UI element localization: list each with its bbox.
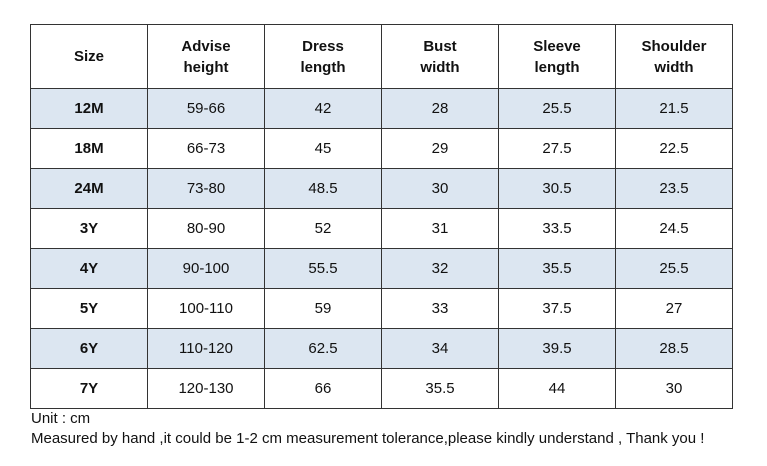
value-cell: 23.5: [615, 168, 733, 209]
size-cell: 18M: [30, 128, 148, 169]
value-cell: 33: [381, 288, 499, 329]
value-cell: 33.5: [498, 208, 616, 249]
value-cell: 48.5: [264, 168, 382, 209]
value-cell: 32: [381, 248, 499, 289]
size-cell: 24M: [30, 168, 148, 209]
value-cell: 28.5: [615, 328, 733, 369]
value-cell: 80-90: [147, 208, 265, 249]
header-text: width: [420, 58, 460, 76]
header-text: length: [534, 58, 580, 76]
value-cell: 42: [264, 88, 382, 129]
size-cell: 5Y: [30, 288, 148, 329]
header-text: Sleeve: [533, 37, 581, 55]
value-cell: 62.5: [264, 328, 382, 369]
value-cell: 29: [381, 128, 499, 169]
value-cell: 22.5: [615, 128, 733, 169]
value-cell: 90-100: [147, 248, 265, 289]
unit-note: Unit : cm: [31, 410, 91, 427]
table-row: 6Y 110-120 62.5 34 39.5 28.5: [30, 328, 733, 369]
value-cell: 45: [264, 128, 382, 169]
header-cell: Sleeve length: [498, 24, 616, 89]
table-row: 12M 59-66 42 28 25.5 21.5: [30, 88, 733, 129]
value-cell: 25.5: [615, 248, 733, 289]
table-row: 24M 73-80 48.5 30 30.5 23.5: [30, 168, 733, 209]
size-cell: 3Y: [30, 208, 148, 249]
value-cell: 52: [264, 208, 382, 249]
table-row: 7Y 120-130 66 35.5 44 30: [30, 368, 733, 409]
value-cell: 30: [381, 168, 499, 209]
size-cell: 12M: [30, 88, 148, 129]
table-body: 12M 59-66 42 28 25.5 21.5 18M 66-73 45 29 27.5 22.5…: [30, 88, 733, 409]
value-cell: 30: [615, 368, 733, 409]
value-cell: 59: [264, 288, 382, 329]
header-text: Dress: [302, 37, 344, 55]
value-cell: 37.5: [498, 288, 616, 329]
table-row: 18M 66-73 45 29 27.5 22.5: [30, 128, 733, 169]
value-cell: 30.5: [498, 168, 616, 209]
size-cell: 7Y: [30, 368, 148, 409]
header-text: Size: [73, 48, 104, 65]
value-cell: 59-66: [147, 88, 265, 129]
table-row: 3Y 80-90 52 31 33.5 24.5: [30, 208, 733, 249]
size-cell: 6Y: [30, 328, 148, 369]
value-cell: 66: [264, 368, 382, 409]
table-head: Size Advise height Dress length Bust width Slee…: [30, 24, 733, 89]
header-text: height: [183, 58, 229, 76]
value-cell: 44: [498, 368, 616, 409]
header-text: Bust: [423, 37, 457, 55]
header-text: Advise: [181, 37, 231, 55]
value-cell: 35.5: [381, 368, 499, 409]
value-cell: 34: [381, 328, 499, 369]
value-cell: 31: [381, 208, 499, 249]
value-cell: 120-130: [147, 368, 265, 409]
value-cell: 100-110: [147, 288, 265, 329]
table-row: 5Y 100-110 59 33 37.5 27: [30, 288, 733, 329]
value-cell: 25.5: [498, 88, 616, 129]
value-cell: 24.5: [615, 208, 733, 249]
header-cell: Size: [30, 24, 148, 89]
value-cell: 27.5: [498, 128, 616, 169]
value-cell: 21.5: [615, 88, 733, 129]
size-cell: 4Y: [30, 248, 148, 289]
value-cell: 39.5: [498, 328, 616, 369]
value-cell: 66-73: [147, 128, 265, 169]
value-cell: 28: [381, 88, 499, 129]
header-cell: Shoulder width: [615, 24, 733, 89]
value-cell: 110-120: [147, 328, 265, 369]
value-cell: 27: [615, 288, 733, 329]
header-cell: Dress length: [264, 24, 382, 89]
header-row: Size Advise height Dress length Bust width Slee…: [30, 24, 733, 89]
header-text: Shoulder: [641, 37, 707, 55]
size-table: Size Advise height Dress length Bust width Slee…: [30, 24, 733, 409]
header-text: length: [300, 58, 346, 76]
value-cell: 55.5: [264, 248, 382, 289]
header-cell: Bust width: [381, 24, 499, 89]
value-cell: 73-80: [147, 168, 265, 209]
measure-note: Measured by hand ,it could be 1-2 cm mea…: [31, 430, 705, 447]
table-row: 4Y 90-100 55.5 32 35.5 25.5: [30, 248, 733, 289]
header-cell: Advise height: [147, 24, 265, 89]
value-cell: 35.5: [498, 248, 616, 289]
header-text: width: [654, 58, 694, 76]
